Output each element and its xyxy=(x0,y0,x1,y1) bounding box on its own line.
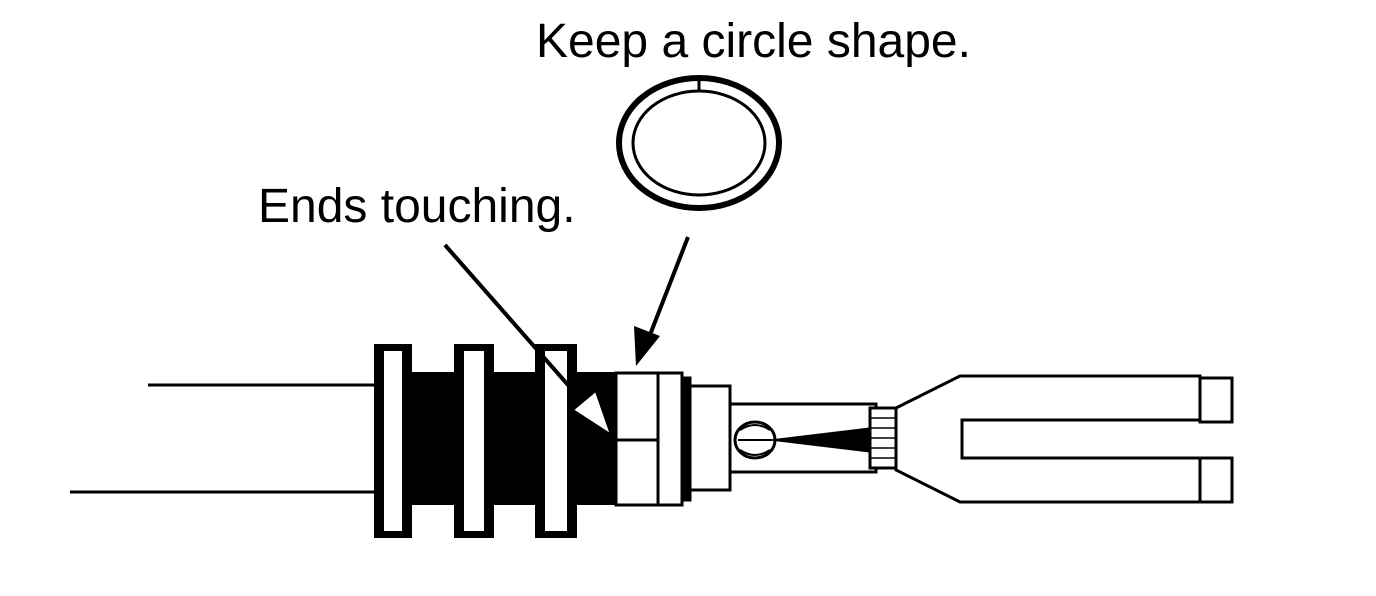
terminal-body xyxy=(868,374,1234,504)
retaining-ring xyxy=(614,371,692,507)
terminal-collar xyxy=(688,384,878,492)
ends-touching-label: Ends touching. xyxy=(258,180,576,233)
arrow-keep-circle xyxy=(634,236,690,366)
ring-detail-circle xyxy=(616,75,782,211)
arrow-ends-touching xyxy=(443,243,615,440)
seal-body xyxy=(374,344,618,538)
wire xyxy=(70,383,378,494)
keep-circle-label: Keep a circle shape. xyxy=(536,15,971,68)
